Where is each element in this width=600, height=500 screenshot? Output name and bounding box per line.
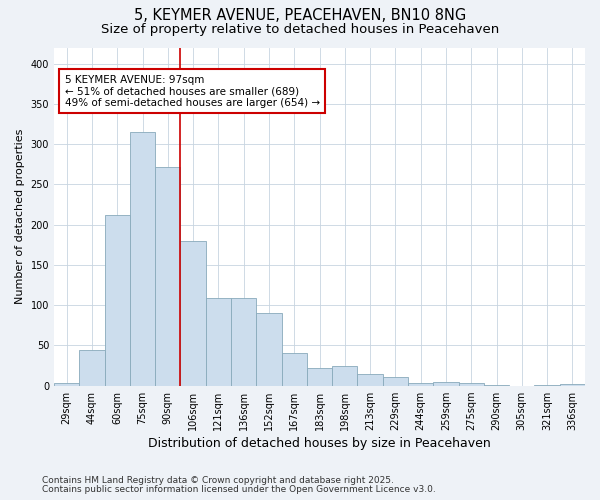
Bar bbox=[281, 354, 307, 386]
Text: Contains HM Land Registry data © Crown copyright and database right 2025.: Contains HM Land Registry data © Crown c… bbox=[42, 476, 394, 485]
Bar bbox=[181, 241, 206, 386]
Bar bbox=[256, 313, 281, 386]
Text: 5, KEYMER AVENUE, PEACEHAVEN, BN10 8NG: 5, KEYMER AVENUE, PEACEHAVEN, BN10 8NG bbox=[134, 8, 466, 22]
Text: 5 KEYMER AVENUE: 97sqm
← 51% of detached houses are smaller (689)
49% of semi-de: 5 KEYMER AVENUE: 97sqm ← 51% of detached… bbox=[65, 74, 320, 108]
Bar bbox=[535, 385, 560, 386]
Bar bbox=[104, 215, 130, 386]
Bar bbox=[560, 384, 585, 386]
Bar bbox=[206, 298, 231, 386]
Bar bbox=[383, 377, 408, 386]
Text: Size of property relative to detached houses in Peacehaven: Size of property relative to detached ho… bbox=[101, 22, 499, 36]
Bar bbox=[433, 382, 458, 386]
Bar bbox=[458, 384, 484, 386]
Bar bbox=[155, 166, 181, 386]
Bar bbox=[332, 366, 358, 386]
Bar bbox=[130, 132, 155, 386]
Bar bbox=[54, 384, 79, 386]
Bar bbox=[408, 384, 433, 386]
X-axis label: Distribution of detached houses by size in Peacehaven: Distribution of detached houses by size … bbox=[148, 437, 491, 450]
Text: Contains public sector information licensed under the Open Government Licence v3: Contains public sector information licen… bbox=[42, 485, 436, 494]
Bar bbox=[307, 368, 332, 386]
Bar bbox=[358, 374, 383, 386]
Bar bbox=[484, 385, 509, 386]
Y-axis label: Number of detached properties: Number of detached properties bbox=[15, 129, 25, 304]
Bar bbox=[231, 298, 256, 386]
Bar bbox=[79, 350, 104, 386]
